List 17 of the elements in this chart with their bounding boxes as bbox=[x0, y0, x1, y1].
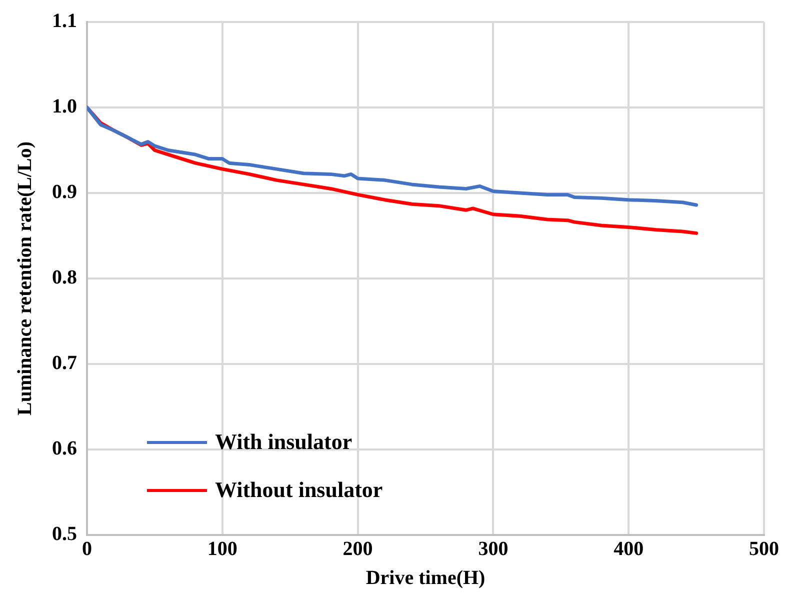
y-tick-label: 1.1 bbox=[52, 10, 77, 32]
y-tick-label: 0.6 bbox=[52, 438, 77, 460]
legend-label: With insulator bbox=[215, 429, 352, 455]
x-tick-label: 300 bbox=[478, 538, 508, 560]
y-tick-label: 0.8 bbox=[52, 266, 77, 289]
y-tick-label: 0.5 bbox=[52, 523, 77, 546]
x-tick-label: 400 bbox=[614, 538, 644, 560]
legend-label: Without insulator bbox=[215, 477, 383, 503]
y-tick-label: 0.7 bbox=[52, 352, 77, 374]
x-tick-label: 200 bbox=[342, 538, 373, 560]
y-tick-label: 1.0 bbox=[52, 96, 77, 118]
x-tick-label: 100 bbox=[207, 538, 238, 560]
y-axis-title: Luminance retention rate(L/Lo) bbox=[14, 141, 36, 416]
y-tick-label: 0.9 bbox=[52, 181, 77, 204]
x-axis-title: Drive time(H) bbox=[366, 567, 486, 590]
x-tick-label: 0 bbox=[82, 538, 92, 560]
x-tick-label: 500 bbox=[749, 538, 779, 560]
